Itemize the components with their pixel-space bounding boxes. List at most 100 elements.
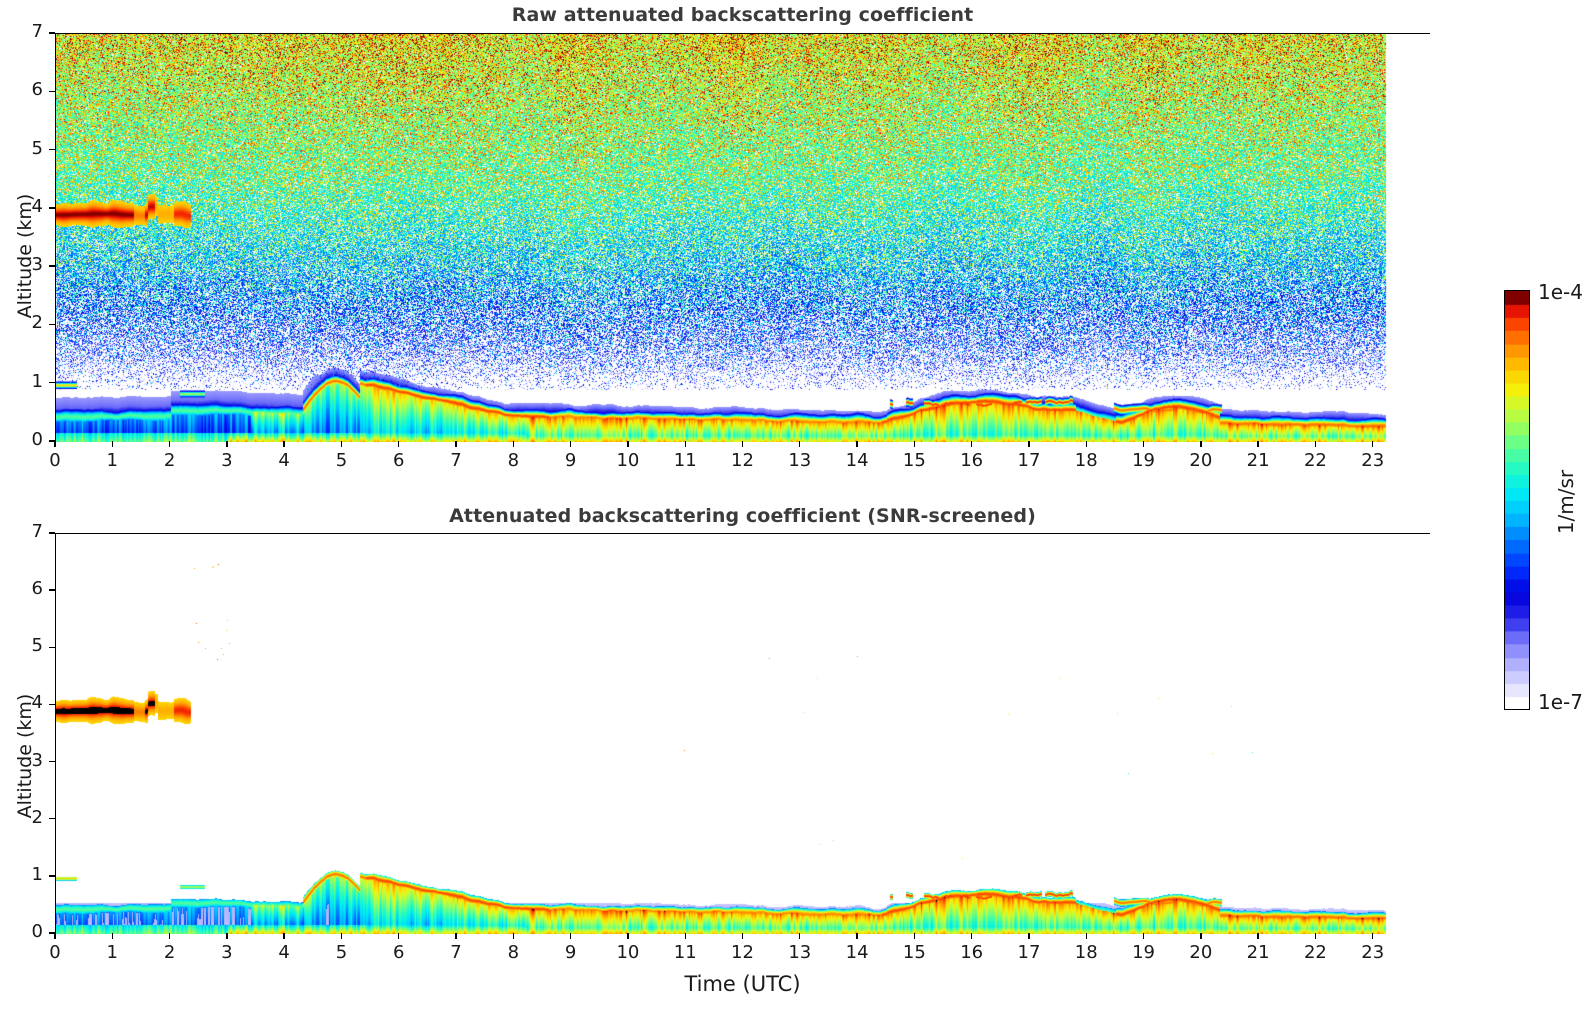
y-tick-screened-6 [49,589,55,591]
x-tick-label-raw-18: 18 [1074,450,1098,471]
x-tick-label-screened-0: 0 [49,942,61,963]
x-tick-label-raw-22: 22 [1303,450,1327,471]
x-tick-label-raw-3: 3 [221,450,233,471]
x-tick-screened-17 [1028,933,1030,939]
x-tick-raw-8 [512,441,515,447]
y-tick-screened-7 [49,532,55,534]
x-tick-raw-16 [970,441,973,447]
x-tick-screened-16 [970,933,973,939]
x-tick-label-raw-19: 19 [1132,450,1155,471]
y-tick-label-raw-7: 7 [31,21,43,42]
y-tick-screened-5 [49,646,55,648]
colorbar [1504,290,1530,710]
x-tick-raw-13 [799,441,801,447]
x-tick-raw-5 [340,441,343,447]
x-tick-label-screened-16: 16 [960,942,984,963]
x-tick-raw-23 [1372,441,1374,447]
x-tick-label-screened-14: 14 [845,942,869,963]
x-tick-label-screened-1: 1 [106,942,118,963]
x-tick-label-screened-8: 8 [507,942,520,963]
x-tick-screened-12 [741,933,744,939]
y-tick-label-screened-0: 0 [31,921,43,942]
panel-title-raw: Raw attenuated backscattering coefficien… [511,4,974,26]
x-tick-label-screened-5: 5 [335,942,348,963]
x-tick-raw-21 [1257,441,1259,447]
x-tick-screened-0 [54,933,56,939]
y-tick-label-raw-2: 2 [31,312,43,334]
x-tick-raw-4 [283,441,285,447]
x-tick-screened-14 [856,933,858,939]
x-tick-label-screened-17: 17 [1017,942,1041,963]
x-tick-label-screened-4: 4 [278,942,290,963]
y-tick-label-raw-6: 6 [31,79,43,101]
x-tick-label-raw-1: 1 [106,450,118,471]
x-tick-raw-3 [226,441,228,447]
y-tick-label-screened-4: 4 [31,692,43,714]
y-tick-label-screened-1: 1 [31,863,43,885]
x-tick-label-screened-3: 3 [221,942,233,963]
x-tick-screened-22 [1314,933,1317,939]
x-tick-label-raw-14: 14 [845,450,869,471]
x-tick-label-raw-13: 13 [788,450,812,471]
x-tick-label-raw-12: 12 [731,450,754,471]
x-tick-label-screened-7: 7 [450,942,462,963]
x-tick-label-raw-23: 23 [1361,450,1385,471]
y-tick-label-screened-5: 5 [31,635,43,657]
x-tick-label-raw-17: 17 [1017,450,1041,471]
x-tick-raw-0 [54,441,56,447]
x-tick-raw-15 [913,441,916,447]
x-tick-label-screened-20: 20 [1189,942,1213,963]
x-tick-raw-14 [856,441,858,447]
x-tick-label-raw-9: 9 [564,450,577,471]
y-tick-screened-1 [49,875,55,877]
x-tick-label-raw-15: 15 [902,450,926,471]
y-tick-label-screened-3: 3 [31,749,43,771]
x-tick-label-raw-0: 0 [49,450,61,471]
x-tick-raw-11 [684,441,686,447]
colorbar-gradient [1505,291,1529,709]
x-tick-screened-15 [913,933,916,939]
x-tick-screened-9 [569,933,572,939]
x-tick-screened-11 [684,933,686,939]
y-tick-label-screened-7: 7 [31,521,43,542]
x-tick-label-raw-16: 16 [960,450,984,471]
x-tick-screened-2 [168,933,171,939]
x-tick-label-screened-12: 12 [731,942,754,963]
x-tick-label-screened-21: 21 [1246,942,1270,963]
y-tick-label-raw-3: 3 [31,254,43,276]
x-tick-label-screened-19: 19 [1132,942,1155,963]
colorbar-unit-label: 1/m/sr [1554,469,1578,535]
y-tick-raw-5 [49,148,55,151]
x-tick-screened-6 [398,933,400,939]
x-tick-screened-1 [111,933,113,939]
x-tick-label-screened-15: 15 [902,942,926,963]
x-tick-screened-20 [1200,933,1202,939]
y-tick-screened-3 [49,760,55,763]
y-tick-screened-4 [49,703,55,706]
x-tick-raw-20 [1200,441,1202,447]
x-tick-raw-9 [569,441,572,447]
x-tick-screened-18 [1085,933,1087,939]
x-tick-label-screened-11: 11 [673,942,697,963]
x-tick-screened-8 [512,933,515,939]
plot-area-screened[interactable] [55,533,1431,934]
x-tick-label-screened-9: 9 [564,942,577,963]
x-tick-raw-22 [1314,441,1317,447]
y-tick-raw-7 [49,32,55,34]
x-tick-label-raw-5: 5 [335,450,348,471]
y-tick-label-screened-6: 6 [31,578,43,600]
plot-area-raw[interactable] [55,33,1431,442]
x-tick-label-raw-4: 4 [278,450,290,471]
x-tick-label-raw-10: 10 [616,450,640,471]
x-tick-raw-10 [627,441,629,447]
x-tick-label-screened-6: 6 [393,942,405,963]
x-tick-label-raw-11: 11 [673,450,697,471]
y-tick-raw-1 [49,382,55,384]
x-tick-label-raw-20: 20 [1189,450,1213,471]
y-tick-label-raw-5: 5 [31,137,43,159]
x-tick-screened-3 [226,933,228,939]
x-tick-raw-18 [1085,441,1087,447]
x-tick-raw-17 [1028,441,1030,447]
x-tick-screened-19 [1142,933,1145,939]
